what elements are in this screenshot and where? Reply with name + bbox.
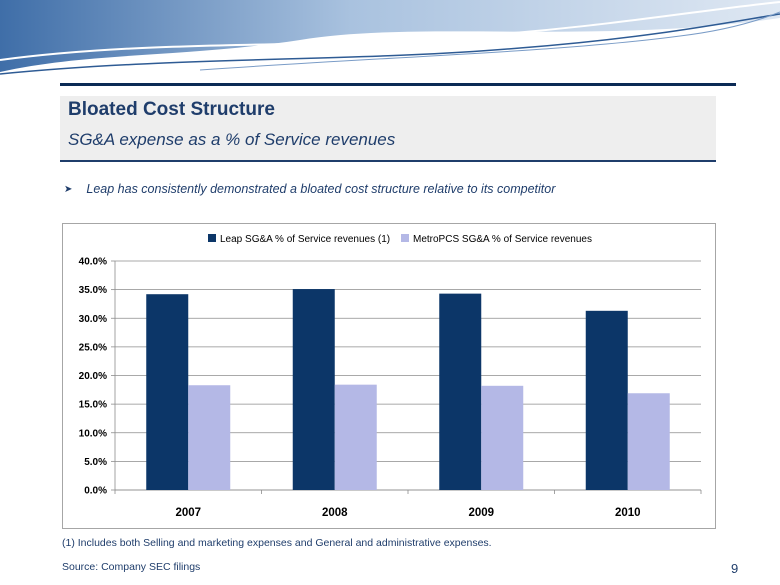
y-tick-label: 25.0% [79, 342, 107, 353]
bar-leap-2007 [146, 294, 189, 490]
legend-label-metropcs: MetroPCS SG&A % of Service revenues [413, 234, 592, 245]
bar-metropcs-2009 [481, 385, 524, 490]
footnote: (1) Includes both Selling and marketing … [62, 537, 492, 549]
x-category-label: 2007 [175, 507, 201, 519]
y-tick-label: 40.0% [79, 257, 107, 268]
chart-container: 0.0% 5.0% 10.0% 15.0% 20.0% 25.0% 30.0% 35.0% 40… [62, 223, 716, 529]
header-wave-decoration [0, 0, 780, 75]
legend-swatch-leap [208, 234, 216, 242]
arrow-bullet-icon: ➤ [64, 183, 73, 195]
bar-leap-2009 [439, 293, 482, 490]
x-category-label: 2009 [468, 507, 494, 519]
y-tick-label: 20.0% [79, 371, 107, 382]
bullet-point: ➤ Leap has consistently demonstrated a b… [64, 182, 555, 196]
legend-swatch-metropcs [401, 234, 409, 242]
x-category-label: 2010 [615, 507, 641, 519]
y-tick-label: 15.0% [79, 400, 107, 411]
bar-metropcs-2010 [627, 393, 670, 490]
bar-metropcs-2008 [334, 384, 377, 490]
title-box: Bloated Cost Structure SG&A expense as a… [60, 96, 716, 162]
bar-leap-2010 [585, 310, 628, 490]
bar-chart: 0.0% 5.0% 10.0% 15.0% 20.0% 25.0% 30.0% 35.0% 40… [79, 234, 702, 519]
slide-title: Bloated Cost Structure [68, 99, 275, 120]
page-number: 9 [731, 561, 739, 576]
x-category-label: 2008 [322, 507, 348, 519]
slide-subtitle: SG&A expense as a % of Service revenues [68, 130, 396, 149]
y-tick-label: 10.0% [79, 428, 107, 439]
y-tick-label: 5.0% [84, 457, 107, 468]
legend-label-leap: Leap SG&A % of Service revenues (1) [220, 234, 390, 245]
top-rule [60, 83, 736, 86]
bullet-text: Leap has consistently demonstrated a blo… [86, 182, 556, 196]
y-tick-label: 35.0% [79, 285, 107, 296]
bar-leap-2008 [292, 289, 335, 490]
y-tick-label: 0.0% [84, 486, 107, 497]
y-tick-label: 30.0% [79, 314, 107, 325]
source-note: Source: Company SEC filings [62, 561, 201, 573]
bar-metropcs-2007 [188, 385, 231, 490]
